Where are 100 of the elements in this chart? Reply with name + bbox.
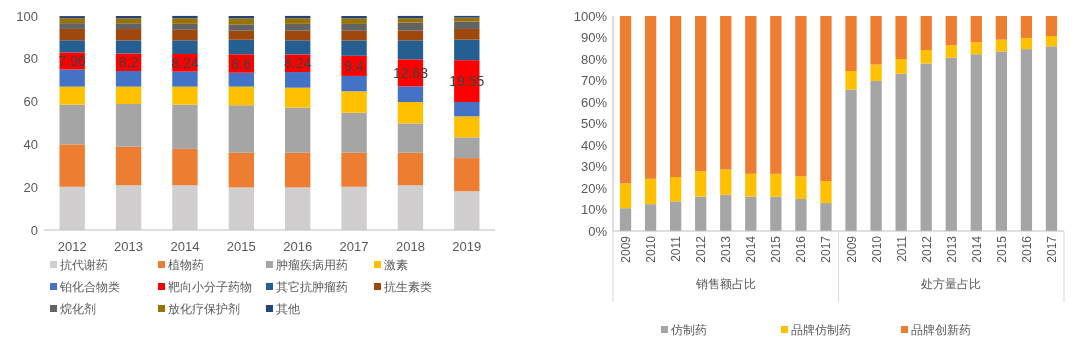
x-tick-label: 2019 [452, 239, 482, 254]
bar [285, 187, 311, 230]
bar [720, 16, 732, 170]
bar [795, 176, 807, 199]
bar [59, 28, 85, 41]
legend-label: 仿制药 [670, 323, 707, 337]
bar [1020, 49, 1033, 231]
bar [1045, 16, 1058, 36]
legend-label: 品牌仿制药 [791, 323, 851, 337]
bar [995, 16, 1007, 40]
y-tick-label: 40% [580, 137, 608, 153]
bar [720, 169, 732, 195]
y-tick-label: 10% [580, 202, 608, 217]
bar [285, 72, 311, 88]
bar [920, 49, 932, 64]
x-tick-label: 2013 [944, 235, 959, 263]
bar [995, 39, 1007, 52]
data-label: 8.24 [171, 54, 199, 71]
bar [341, 152, 367, 187]
y-tick-label: 40 [23, 136, 38, 152]
y-tick-label: 20 [23, 179, 38, 195]
bar [172, 40, 198, 55]
bar [228, 24, 254, 31]
bar [870, 80, 882, 231]
x-tick-label: 2010 [644, 235, 659, 263]
x-tick-label: 2009 [619, 235, 634, 263]
bar [397, 18, 424, 23]
bar [115, 18, 142, 24]
x-tick-label: 2015 [994, 235, 1009, 263]
y-tick-label: 80 [23, 51, 38, 67]
bar [1020, 16, 1033, 38]
y-tick-label: 0 [30, 222, 38, 238]
bar [770, 173, 782, 197]
legend-label: 放化疗保护剂 [168, 302, 240, 316]
bar [920, 16, 932, 50]
x-tick-label: 2009 [844, 235, 859, 263]
bar [970, 16, 982, 43]
bar [115, 40, 142, 54]
bar [172, 86, 198, 105]
bar [770, 16, 782, 174]
bar [745, 196, 757, 231]
bar [670, 201, 682, 231]
bar [644, 16, 657, 179]
bar [454, 39, 480, 61]
bar [228, 72, 254, 87]
bar [115, 185, 142, 230]
bar [397, 22, 424, 31]
legend-label: 激素 [384, 258, 408, 272]
x-tick-label: 2016 [283, 239, 313, 254]
bar [870, 64, 882, 81]
bar [945, 57, 957, 231]
legend-label: 铂化合物类 [59, 280, 120, 294]
y-tick-label: 70% [580, 73, 608, 88]
bar [670, 16, 682, 178]
x-tick-label: 2015 [769, 235, 784, 263]
bar [172, 29, 198, 41]
bar [172, 104, 198, 149]
bar [745, 16, 757, 174]
bar [341, 18, 367, 24]
bar [1045, 46, 1058, 231]
x-tick-label: 2014 [170, 239, 200, 254]
bar [945, 45, 957, 58]
bar [285, 107, 311, 153]
bar [845, 16, 857, 72]
legend-label: 靶向小分子药物 [168, 280, 252, 294]
bar [115, 103, 142, 147]
bar [820, 181, 832, 204]
bar [59, 16, 85, 19]
bar [228, 86, 254, 106]
bar [341, 91, 367, 113]
bar [454, 21, 480, 29]
bar [695, 196, 707, 231]
bar [172, 148, 198, 186]
bar [285, 152, 311, 188]
y-tick-label: 30% [580, 159, 608, 174]
y-tick-label: 60 [23, 94, 38, 110]
bar [397, 40, 424, 60]
bar [59, 144, 85, 187]
bar [285, 18, 311, 24]
x-tick-label: 2016 [1019, 235, 1034, 263]
bar [172, 18, 198, 24]
bar [454, 191, 480, 230]
bar [397, 30, 424, 41]
legend-label: 品牌创新药 [911, 323, 971, 337]
y-tick-label: 100 [16, 8, 38, 24]
bar [644, 178, 657, 205]
x-tick-label: 2014 [969, 235, 984, 263]
x-tick-label: 2018 [395, 239, 425, 254]
bar [172, 71, 198, 87]
y-tick-label: 60% [580, 94, 608, 110]
bar [228, 39, 254, 55]
bar [59, 18, 85, 24]
bar [454, 137, 480, 159]
bar [59, 104, 85, 145]
bar [870, 16, 882, 65]
bar [619, 208, 632, 231]
bar [845, 71, 857, 90]
bar [619, 183, 632, 209]
bar [397, 185, 424, 230]
y-tick-label: 90% [580, 30, 608, 45]
